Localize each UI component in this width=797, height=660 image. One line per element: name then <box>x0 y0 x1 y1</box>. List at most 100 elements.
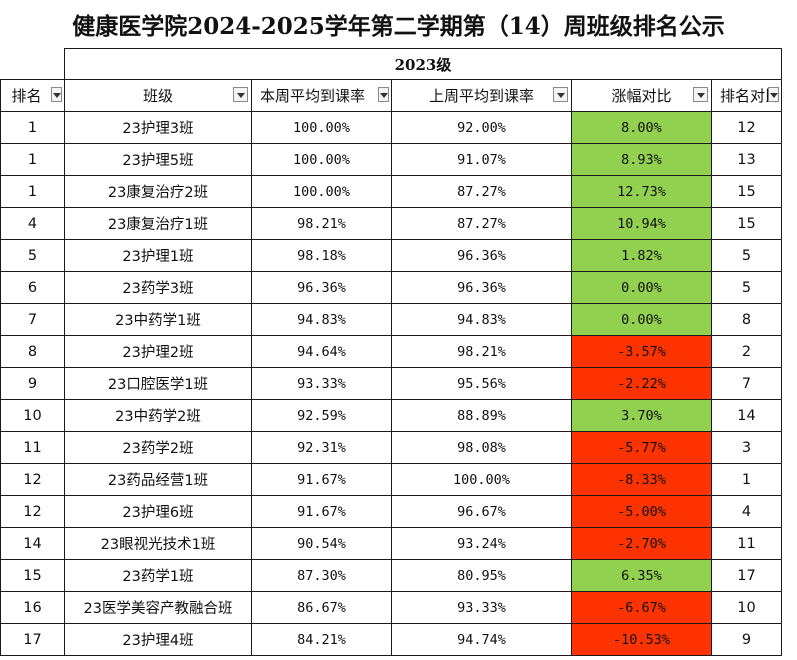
class-cell[interactable]: 23护理2班 <box>64 335 252 368</box>
rank-compare-cell[interactable]: 15 <box>711 175 782 208</box>
change-cell[interactable]: 0.00% <box>571 271 712 304</box>
class-cell[interactable]: 23康复治疗2班 <box>64 175 252 208</box>
this-week-cell[interactable]: 100.00% <box>251 143 392 176</box>
table-row[interactable]: 1 23护理5班 100.00% 91.07% 8.93% 13 <box>0 143 782 176</box>
rank-compare-cell[interactable]: 5 <box>711 239 782 272</box>
table-row[interactable]: 1 23康复治疗2班 100.00% 87.27% 12.73% 15 <box>0 175 782 208</box>
this-week-cell[interactable]: 98.18% <box>251 239 392 272</box>
rank-cell[interactable]: 15 <box>0 559 65 592</box>
this-week-cell[interactable]: 98.21% <box>251 207 392 240</box>
rank-cell[interactable]: 12 <box>0 463 65 496</box>
rank-compare-cell[interactable]: 1 <box>711 463 782 496</box>
table-row[interactable]: 17 23护理4班 84.21% 94.74% -10.53% 9 <box>0 623 782 656</box>
table-row[interactable]: 12 23药品经营1班 91.67% 100.00% -8.33% 1 <box>0 463 782 496</box>
rank-compare-cell[interactable]: 5 <box>711 271 782 304</box>
table-row[interactable]: 11 23药学2班 92.31% 98.08% -5.77% 3 <box>0 431 782 464</box>
rank-compare-cell[interactable]: 8 <box>711 303 782 336</box>
rank-compare-cell[interactable]: 13 <box>711 143 782 176</box>
rank-compare-cell[interactable]: 12 <box>711 111 782 144</box>
rank-compare-cell[interactable]: 9 <box>711 623 782 656</box>
rank-cell[interactable]: 1 <box>0 175 65 208</box>
table-row[interactable]: 7 23中药学1班 94.83% 94.83% 0.00% 8 <box>0 303 782 336</box>
this-week-cell[interactable]: 94.64% <box>251 335 392 368</box>
last-week-cell[interactable]: 93.24% <box>391 527 572 560</box>
last-week-cell[interactable]: 91.07% <box>391 143 572 176</box>
this-week-cell[interactable]: 92.59% <box>251 399 392 432</box>
class-cell[interactable]: 23康复治疗1班 <box>64 207 252 240</box>
change-cell[interactable]: 3.70% <box>571 399 712 432</box>
change-cell[interactable]: -6.67% <box>571 591 712 624</box>
change-cell[interactable]: 6.35% <box>571 559 712 592</box>
last-week-cell[interactable]: 80.95% <box>391 559 572 592</box>
table-row[interactable]: 10 23中药学2班 92.59% 88.89% 3.70% 14 <box>0 399 782 432</box>
this-week-filter-dropdown-icon[interactable] <box>378 87 389 102</box>
table-row[interactable]: 1 23护理3班 100.00% 92.00% 8.00% 12 <box>0 111 782 144</box>
change-cell[interactable]: -5.77% <box>571 431 712 464</box>
class-cell[interactable]: 23眼视光技术1班 <box>64 527 252 560</box>
change-cell[interactable]: -2.70% <box>571 527 712 560</box>
last-week-cell[interactable]: 96.67% <box>391 495 572 528</box>
change-filter-dropdown-icon[interactable] <box>693 87 708 102</box>
rank-cell[interactable]: 8 <box>0 335 65 368</box>
rank-cell[interactable]: 1 <box>0 143 65 176</box>
change-cell[interactable]: 12.73% <box>571 175 712 208</box>
class-cell[interactable]: 23药学1班 <box>64 559 252 592</box>
this-week-cell[interactable]: 94.83% <box>251 303 392 336</box>
class-filter-dropdown-icon[interactable] <box>233 87 248 102</box>
this-week-cell[interactable]: 86.67% <box>251 591 392 624</box>
this-week-cell[interactable]: 91.67% <box>251 495 392 528</box>
class-cell[interactable]: 23药学2班 <box>64 431 252 464</box>
rank-cell[interactable]: 16 <box>0 591 65 624</box>
last-week-cell[interactable]: 92.00% <box>391 111 572 144</box>
change-cell[interactable]: -3.57% <box>571 335 712 368</box>
change-cell[interactable]: 10.94% <box>571 207 712 240</box>
last-week-cell[interactable]: 94.83% <box>391 303 572 336</box>
this-week-cell[interactable]: 93.33% <box>251 367 392 400</box>
last-week-cell[interactable]: 98.21% <box>391 335 572 368</box>
rank-compare-cell[interactable]: 3 <box>711 431 782 464</box>
rank-cell[interactable]: 5 <box>0 239 65 272</box>
table-row[interactable]: 8 23护理2班 94.64% 98.21% -3.57% 2 <box>0 335 782 368</box>
last-week-cell[interactable]: 87.27% <box>391 207 572 240</box>
last-week-cell[interactable]: 100.00% <box>391 463 572 496</box>
rank-compare-cell[interactable]: 4 <box>711 495 782 528</box>
change-cell[interactable]: -10.53% <box>571 623 712 656</box>
last-week-filter-dropdown-icon[interactable] <box>553 87 568 102</box>
rank-cell[interactable]: 6 <box>0 271 65 304</box>
this-week-cell[interactable]: 92.31% <box>251 431 392 464</box>
rank-compare-filter-dropdown-icon[interactable] <box>768 87 779 102</box>
rank-cell[interactable]: 14 <box>0 527 65 560</box>
change-cell[interactable]: 8.93% <box>571 143 712 176</box>
last-week-cell[interactable]: 94.74% <box>391 623 572 656</box>
this-week-cell[interactable]: 91.67% <box>251 463 392 496</box>
rank-filter-dropdown-icon[interactable] <box>51 87 62 102</box>
last-week-cell[interactable]: 98.08% <box>391 431 572 464</box>
class-cell[interactable]: 23药学3班 <box>64 271 252 304</box>
rank-cell[interactable]: 12 <box>0 495 65 528</box>
change-cell[interactable]: -5.00% <box>571 495 712 528</box>
table-row[interactable]: 16 23医学美容产教融合班 86.67% 93.33% -6.67% 10 <box>0 591 782 624</box>
table-row[interactable]: 9 23口腔医学1班 93.33% 95.56% -2.22% 7 <box>0 367 782 400</box>
rank-compare-cell[interactable]: 14 <box>711 399 782 432</box>
table-row[interactable]: 4 23康复治疗1班 98.21% 87.27% 10.94% 15 <box>0 207 782 240</box>
last-week-cell[interactable]: 93.33% <box>391 591 572 624</box>
change-cell[interactable]: 8.00% <box>571 111 712 144</box>
table-row[interactable]: 15 23药学1班 87.30% 80.95% 6.35% 17 <box>0 559 782 592</box>
this-week-cell[interactable]: 96.36% <box>251 271 392 304</box>
rank-compare-cell[interactable]: 17 <box>711 559 782 592</box>
last-week-cell[interactable]: 96.36% <box>391 239 572 272</box>
this-week-cell[interactable]: 100.00% <box>251 175 392 208</box>
rank-cell[interactable]: 10 <box>0 399 65 432</box>
rank-cell[interactable]: 17 <box>0 623 65 656</box>
this-week-cell[interactable]: 100.00% <box>251 111 392 144</box>
this-week-cell[interactable]: 90.54% <box>251 527 392 560</box>
rank-cell[interactable]: 9 <box>0 367 65 400</box>
last-week-cell[interactable]: 87.27% <box>391 175 572 208</box>
class-cell[interactable]: 23医学美容产教融合班 <box>64 591 252 624</box>
class-cell[interactable]: 23口腔医学1班 <box>64 367 252 400</box>
last-week-cell[interactable]: 88.89% <box>391 399 572 432</box>
rank-compare-cell[interactable]: 11 <box>711 527 782 560</box>
this-week-cell[interactable]: 84.21% <box>251 623 392 656</box>
table-row[interactable]: 5 23护理1班 98.18% 96.36% 1.82% 5 <box>0 239 782 272</box>
rank-cell[interactable]: 11 <box>0 431 65 464</box>
